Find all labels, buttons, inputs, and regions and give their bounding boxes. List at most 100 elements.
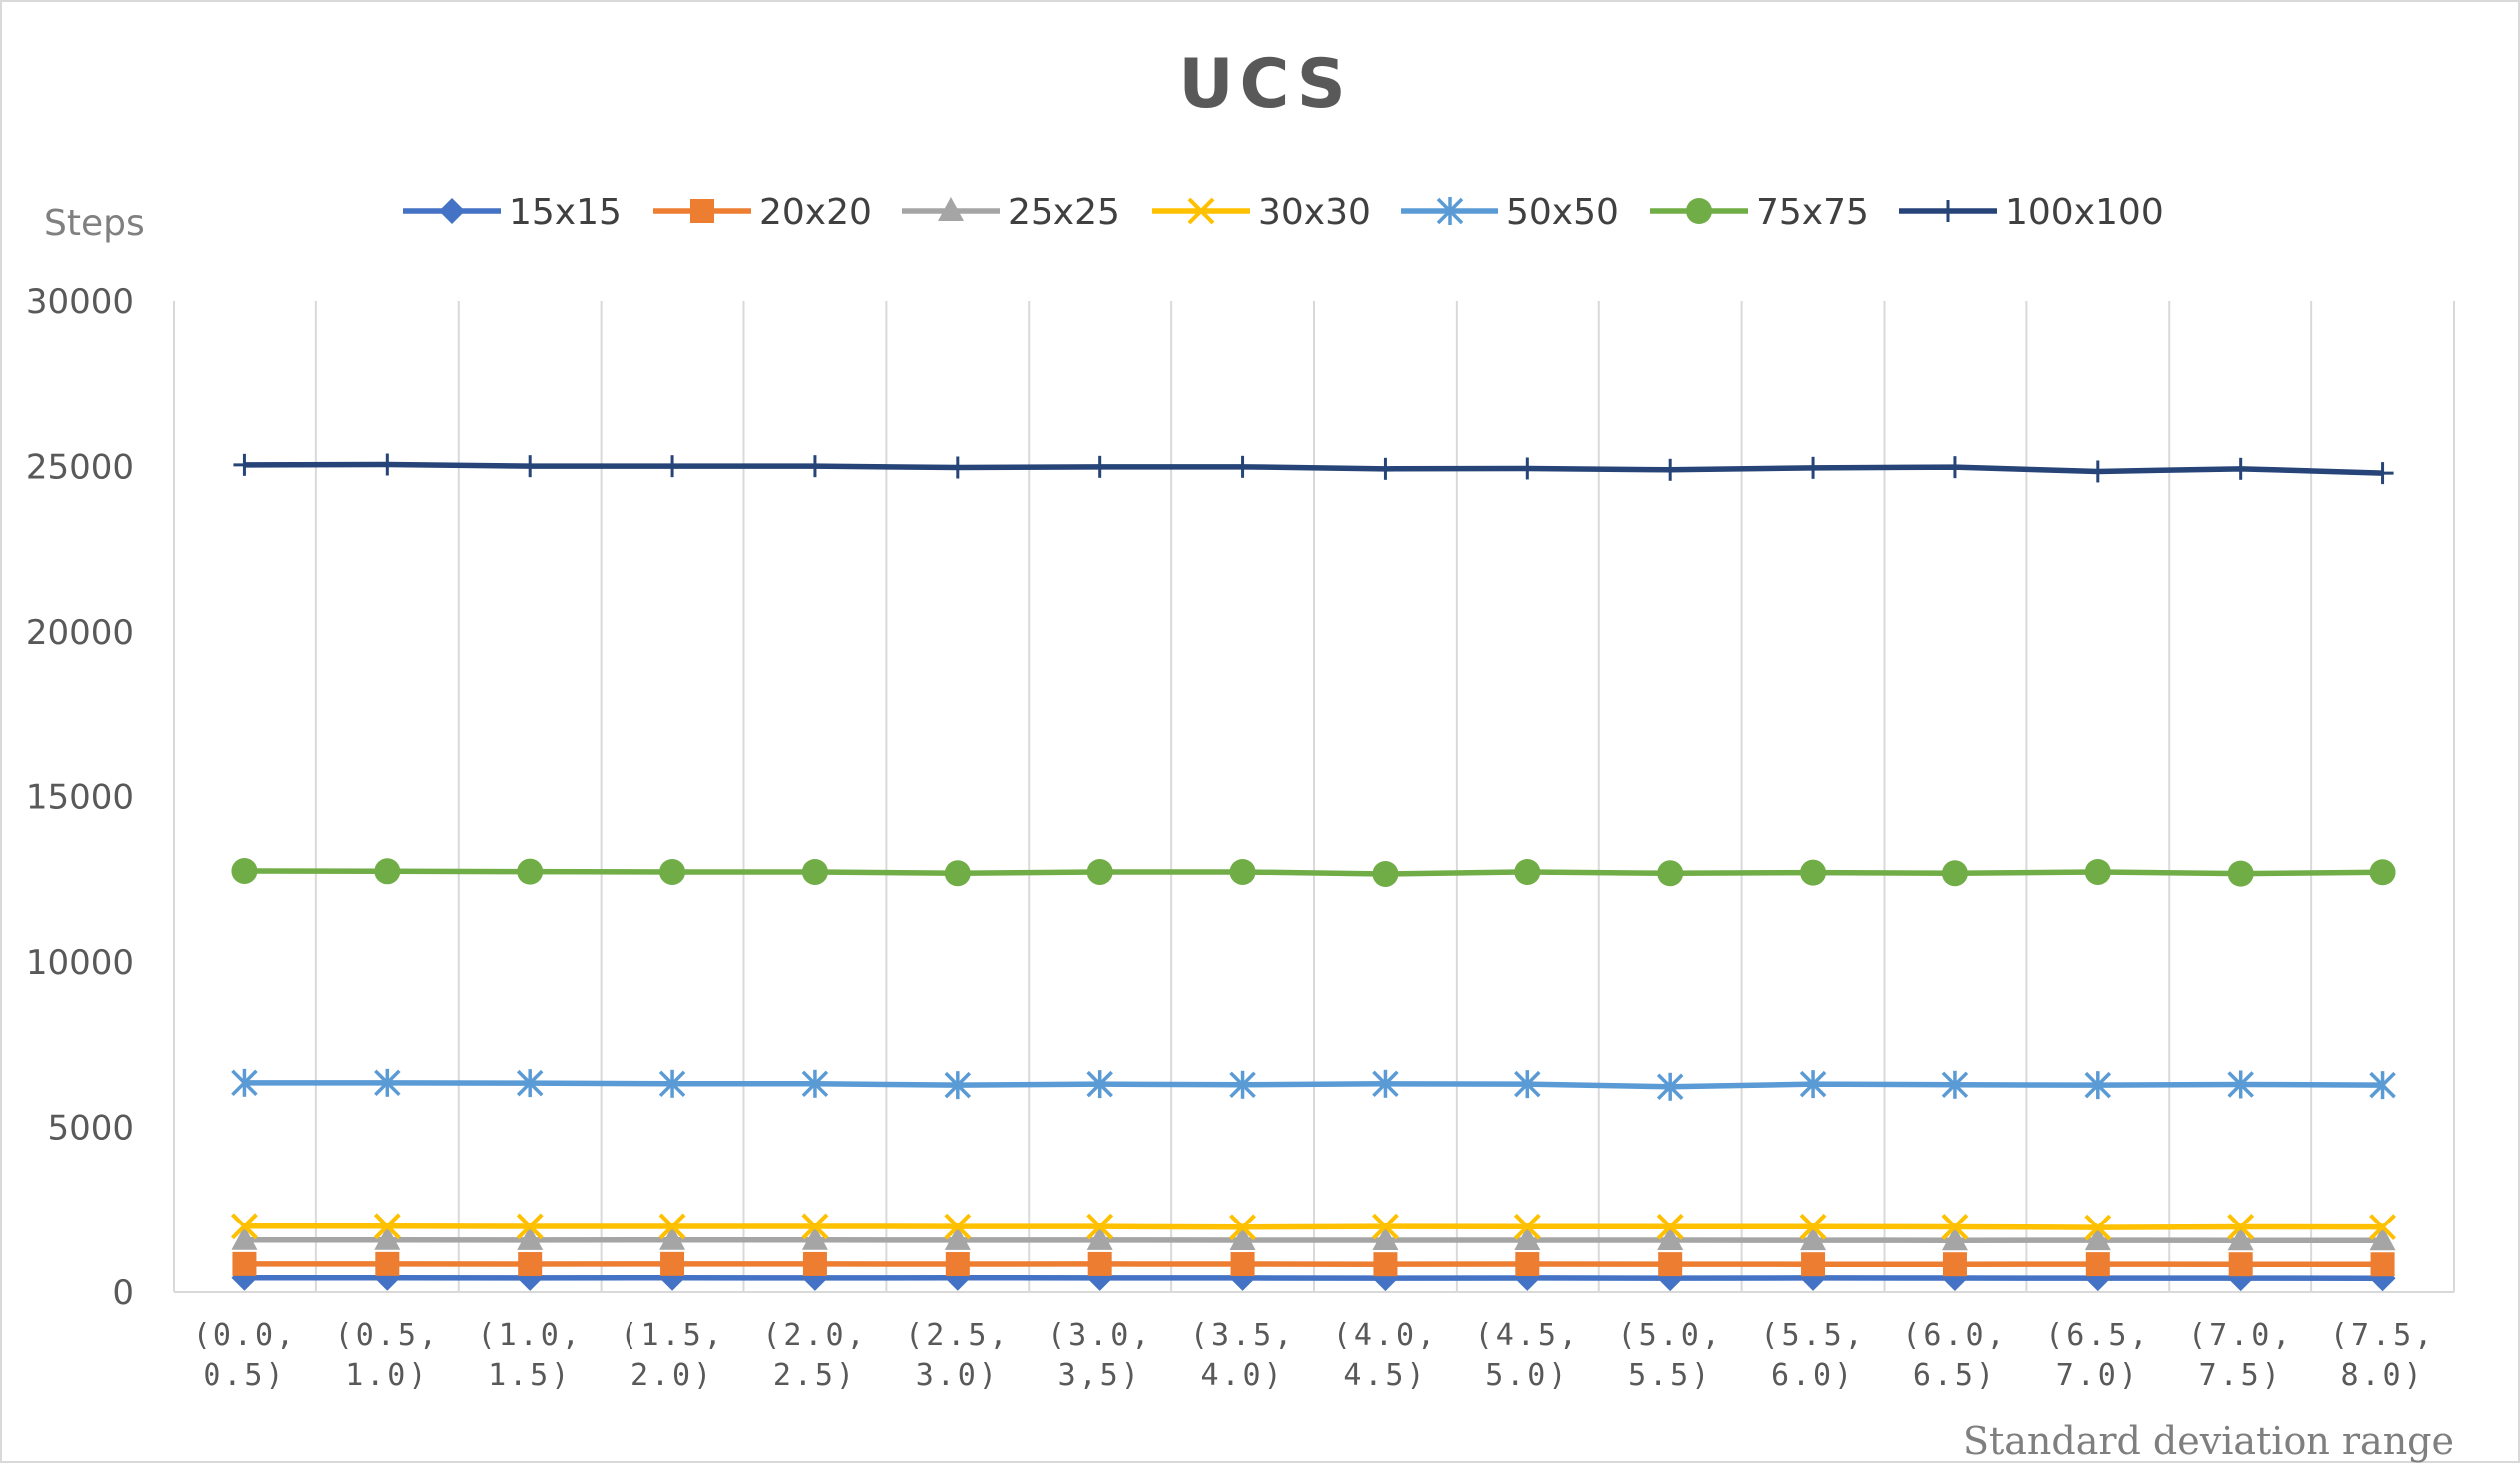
- data-point-marker: [439, 198, 465, 224]
- y-tick-label: 5000: [47, 1109, 134, 1149]
- legend-item-75x75: 75x75: [1650, 192, 1869, 233]
- data-point-marker: [1658, 1252, 1682, 1276]
- data-point-marker: [1232, 456, 1254, 478]
- data-point-marker: [1374, 458, 1396, 480]
- legend-label: 25x25: [1008, 192, 1120, 233]
- data-point-marker: [1088, 1252, 1112, 1276]
- y-tick-label: 30000: [26, 282, 134, 322]
- x-tick-label: 3,5): [1058, 1358, 1142, 1393]
- data-point-marker: [661, 455, 683, 477]
- x-tick-label: 7.5): [2199, 1358, 2283, 1393]
- data-point-marker: [517, 859, 543, 885]
- x-tick-label: (7.0,: [2188, 1318, 2293, 1353]
- y-tick-label: 20000: [26, 613, 134, 653]
- data-point-marker: [690, 199, 714, 223]
- data-point-marker: [1686, 198, 1712, 224]
- x-tick-label: (4.5,: [1475, 1318, 1580, 1353]
- x-tick-label: (1.5,: [620, 1318, 724, 1353]
- data-point-marker: [2370, 859, 2396, 885]
- data-point-marker: [2372, 462, 2394, 484]
- x-tick-label: 6.0): [1771, 1358, 1855, 1393]
- x-tick-label: (3.0,: [1048, 1318, 1152, 1353]
- data-point-marker: [1659, 459, 1681, 481]
- x-tick-label: 0.5): [203, 1358, 286, 1393]
- data-point-marker: [1657, 860, 1683, 886]
- data-point-marker: [804, 455, 826, 477]
- data-point-marker: [1944, 456, 1966, 478]
- legend-item-30x30: 30x30: [1152, 192, 1371, 233]
- x-tick-label: (6.0,: [1902, 1318, 2007, 1353]
- x-tick-label: 1.5): [488, 1358, 572, 1393]
- legend-label: 30x30: [1258, 192, 1371, 233]
- y-axis-label: Steps: [44, 203, 145, 244]
- data-point-marker: [375, 1252, 399, 1276]
- gridlines: [174, 301, 2454, 1292]
- x-tick-label: 7.0): [2056, 1358, 2140, 1393]
- legend-label: 75x75: [1756, 192, 1869, 233]
- data-point-marker: [1231, 1252, 1255, 1276]
- data-point-marker: [1089, 456, 1111, 478]
- data-point-marker: [233, 454, 255, 476]
- x-tick-label: (5.5,: [1760, 1318, 1865, 1353]
- data-point-marker: [2371, 1252, 2395, 1276]
- data-point-marker: [803, 1252, 827, 1276]
- x-tick-label: (2.5,: [905, 1318, 1010, 1353]
- data-point-marker: [518, 1252, 542, 1276]
- data-point-marker: [2087, 460, 2109, 482]
- data-point-marker: [1372, 861, 1398, 887]
- legend-item-25x25: 25x25: [902, 192, 1120, 233]
- x-tick-label: 2.0): [630, 1358, 714, 1393]
- data-point-marker: [1942, 860, 1968, 886]
- data-point-marker: [1373, 1252, 1397, 1276]
- legend-label: 50x50: [1506, 192, 1619, 233]
- y-tick-label: 10000: [26, 943, 134, 983]
- data-point-marker: [2230, 458, 2252, 480]
- data-point-marker: [376, 454, 398, 476]
- data-point-marker: [1800, 860, 1826, 886]
- x-tick-label: (5.0,: [1618, 1318, 1723, 1353]
- legend-item-100x100: 100x100: [1899, 192, 2164, 233]
- data-point-marker: [659, 859, 685, 885]
- x-tick-label: 4.0): [1200, 1358, 1284, 1393]
- legend-label: 15x15: [509, 192, 622, 233]
- legend-label: 100x100: [2005, 192, 2164, 233]
- x-tick-label: 1.0): [345, 1358, 429, 1393]
- legend: 15x15 20x20 25x25 30x30 50x50 75x75 100x100: [403, 192, 2164, 233]
- x-tick-label: (3.5,: [1190, 1318, 1295, 1353]
- x-tick-label: 5.5): [1628, 1358, 1712, 1393]
- data-point-marker: [1802, 457, 1824, 479]
- data-point-marker: [945, 860, 971, 886]
- x-tick-label: (1.0,: [478, 1318, 583, 1353]
- x-tick-label: 4.5): [1343, 1358, 1427, 1393]
- series-line: [244, 871, 2382, 874]
- x-tick-label: (6.5,: [2045, 1318, 2150, 1353]
- data-point-marker: [1087, 859, 1113, 885]
- legend-label: 20x20: [759, 192, 872, 233]
- x-axis-label: Standard deviation range: [1963, 1419, 2454, 1463]
- x-tick-label: (0.5,: [335, 1318, 440, 1353]
- chart-title: UCS: [1178, 45, 1351, 124]
- data-point-marker: [2086, 1252, 2110, 1276]
- data-point-marker: [1516, 457, 1538, 479]
- data-point-marker: [2085, 859, 2111, 885]
- data-point-marker: [660, 1252, 684, 1276]
- x-tick-label: 6.5): [1913, 1358, 1997, 1393]
- data-point-marker: [802, 859, 828, 885]
- data-point-marker: [1937, 200, 1959, 222]
- y-tick-label: 0: [112, 1273, 134, 1313]
- data-point-marker: [232, 1252, 256, 1276]
- data-point-marker: [2228, 861, 2254, 887]
- x-tick-label: 2.5): [773, 1358, 857, 1393]
- data-point-marker: [1801, 1252, 1825, 1276]
- y-tick-label: 15000: [26, 778, 134, 818]
- x-tick-label: (4.0,: [1333, 1318, 1438, 1353]
- x-tick-label: (0.0,: [193, 1318, 297, 1353]
- data-point-marker: [231, 858, 257, 884]
- series-line: [244, 1226, 2382, 1227]
- legend-item-15x15: 15x15: [403, 192, 622, 233]
- x-tick-label: (7.5,: [2330, 1318, 2435, 1353]
- data-point-marker: [2229, 1252, 2253, 1276]
- series-line: [244, 1083, 2382, 1087]
- data-point-marker: [1514, 859, 1540, 885]
